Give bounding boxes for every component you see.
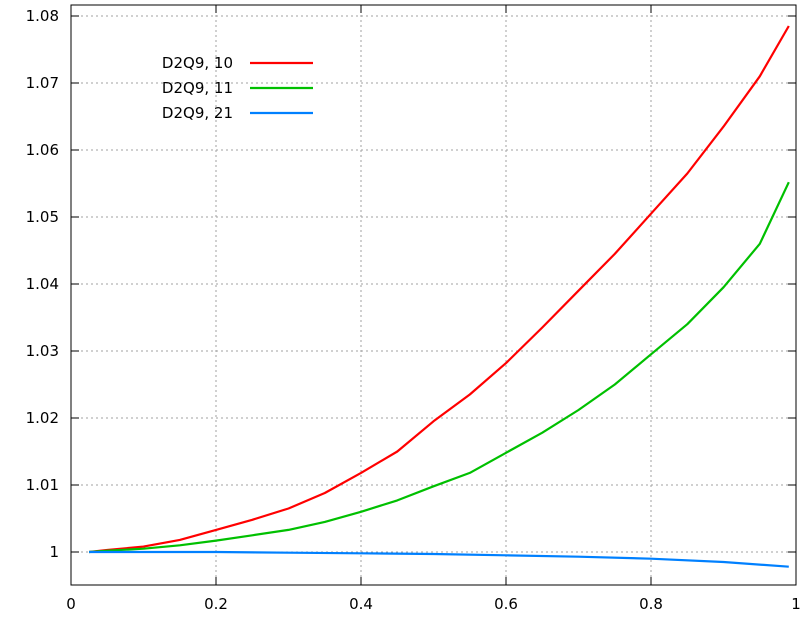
series-line-2 <box>89 181 790 554</box>
series-lines <box>88 25 790 568</box>
legend: D2Q9, 10 D2Q9, 11 D2Q9, 21 <box>162 54 313 122</box>
y-tick-label: 1.07 <box>26 74 59 92</box>
x-tick-label: 0.6 <box>494 595 518 613</box>
y-tick-label: 1.02 <box>26 409 59 427</box>
series-line-3 <box>89 550 789 568</box>
y-tick-label: 1.06 <box>26 141 59 159</box>
y-tick-label: 1.01 <box>26 476 59 494</box>
y-tick-labels: 1 1.01 1.02 1.03 1.04 1.05 1.06 1.07 1.08 <box>26 7 59 561</box>
x-tick-label: 0.4 <box>349 595 373 613</box>
series-line-1 <box>88 25 790 554</box>
legend-label: D2Q9, 10 <box>162 54 233 72</box>
legend-label: D2Q9, 21 <box>162 104 233 122</box>
x-tick-label: 0 <box>66 595 76 613</box>
grid-lines <box>71 5 796 585</box>
x-tick-label: 0.2 <box>204 595 228 613</box>
x-tick-label: 0.8 <box>639 595 663 613</box>
legend-label: D2Q9, 11 <box>162 79 233 97</box>
x-tick-label: 1 <box>791 595 801 613</box>
y-tick-label: 1.04 <box>26 275 59 293</box>
y-tick-label: 1.08 <box>26 7 59 25</box>
y-tick-label: 1.03 <box>26 342 59 360</box>
y-tick-label: 1 <box>49 543 59 561</box>
plot-frame <box>70 4 797 586</box>
y-tick-label: 1.05 <box>26 208 59 226</box>
x-tick-labels: 0 0.2 0.4 0.6 0.8 1 <box>66 595 801 613</box>
